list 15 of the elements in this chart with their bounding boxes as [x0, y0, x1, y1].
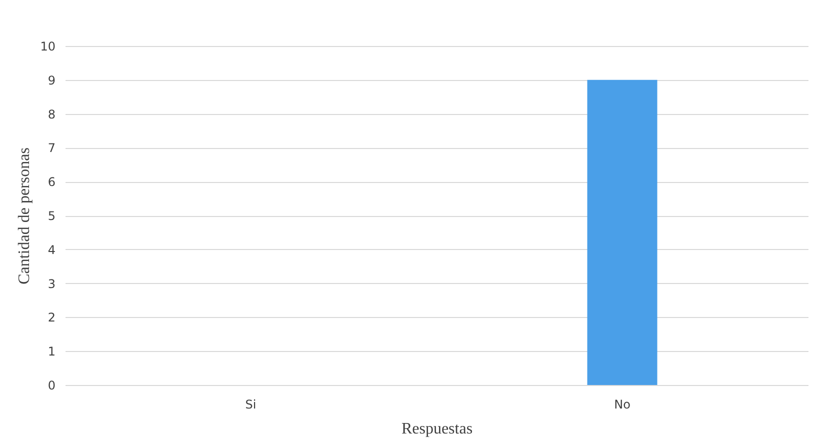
x-tick-label: Si: [245, 398, 256, 412]
y-tick-label: 7: [48, 141, 56, 156]
y-tick-label: 10: [40, 40, 56, 54]
x-tick-label: No: [614, 398, 630, 412]
y-tick-label: 1: [48, 344, 56, 359]
y-tick-label: 5: [48, 209, 56, 223]
y-tick-label: 2: [48, 310, 56, 325]
x-axis-title: Respuestas: [401, 420, 473, 438]
y-tick-label: 8: [48, 107, 56, 122]
y-axis-title: Cantidad de personas: [16, 148, 34, 284]
y-tick-label: 4: [48, 242, 56, 257]
y-tick-label: 6: [48, 175, 56, 190]
y-tick-label: 3: [48, 276, 56, 291]
y-tick-label: 9: [48, 73, 56, 88]
y-tick-label: 0: [48, 378, 56, 392]
